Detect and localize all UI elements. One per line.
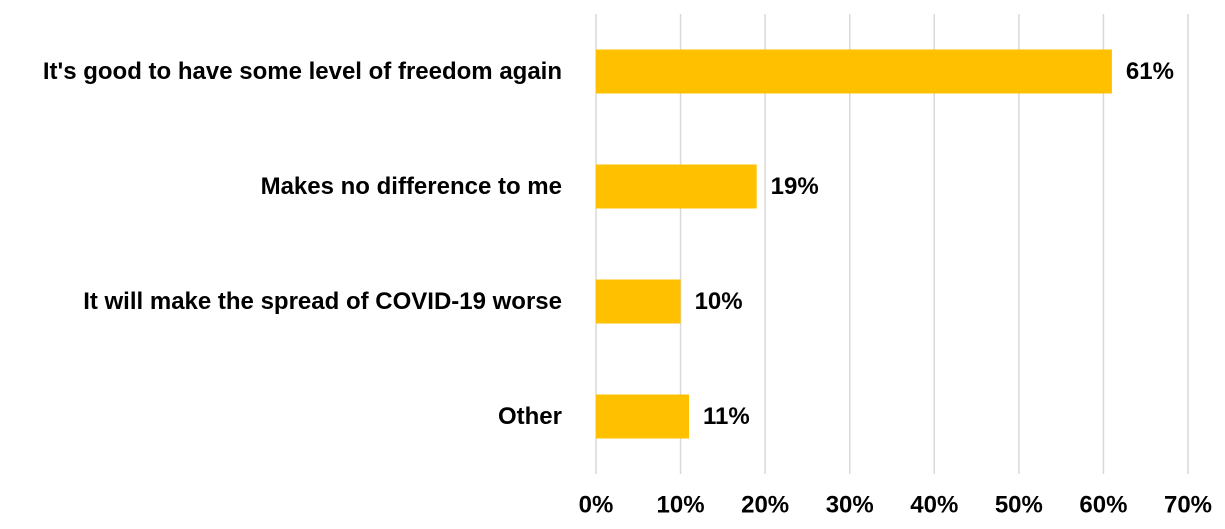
value-label: 61%	[1126, 58, 1174, 85]
value-labels: 61% 19% 10% 11%	[695, 58, 1174, 430]
x-tick-label: 40%	[910, 492, 958, 519]
x-tick-label: 30%	[826, 492, 874, 519]
category-label: It will make the spread of COVID-19 wors…	[83, 288, 562, 315]
category-label: Other	[498, 403, 562, 430]
x-axis-tick-labels: 0% 10% 20% 30% 40% 50% 60% 70%	[579, 492, 1212, 519]
bar	[596, 49, 1112, 94]
category-label: Makes no difference to me	[261, 173, 562, 200]
category-label: It's good to have some level of freedom …	[43, 58, 562, 85]
x-tick-label: 20%	[741, 492, 789, 519]
x-tick-label: 0%	[579, 492, 614, 519]
value-label: 19%	[771, 173, 819, 200]
bar	[596, 394, 690, 439]
x-tick-label: 50%	[995, 492, 1043, 519]
bars	[596, 49, 1112, 439]
x-tick-label: 60%	[1079, 492, 1127, 519]
category-labels: It's good to have some level of freedom …	[43, 58, 562, 430]
value-label: 11%	[703, 403, 750, 430]
x-tick-label: 70%	[1164, 492, 1212, 519]
value-label: 10%	[695, 288, 743, 315]
x-tick-label: 10%	[657, 492, 705, 519]
bar	[596, 279, 681, 324]
bar	[596, 164, 757, 209]
